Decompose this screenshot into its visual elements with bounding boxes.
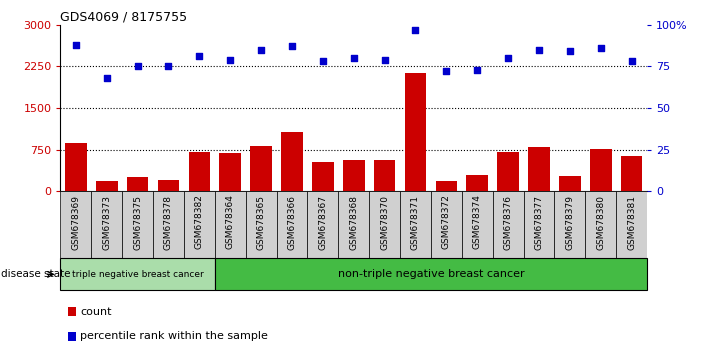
Bar [65,143,87,191]
Text: GSM678380: GSM678380 [597,195,605,250]
Bar [215,191,246,258]
Bar [91,191,122,258]
Bar [312,162,333,191]
Point [225,57,236,63]
Text: GSM678376: GSM678376 [503,195,513,250]
Bar [60,258,215,290]
Bar [461,191,493,258]
Bar [621,156,642,191]
Bar [374,160,395,191]
Bar [215,258,647,290]
Bar [497,152,519,191]
Point [503,55,514,61]
Text: GSM678364: GSM678364 [225,195,235,250]
Bar [184,191,215,258]
Bar [343,160,365,191]
Bar [616,191,647,258]
Text: GSM678371: GSM678371 [411,195,420,250]
Point [317,58,328,64]
Bar [555,191,585,258]
Text: GSM678366: GSM678366 [287,195,296,250]
Bar [188,152,210,191]
Text: GSM678370: GSM678370 [380,195,389,250]
Point [163,63,174,69]
Text: GSM678373: GSM678373 [102,195,111,250]
Point [379,57,390,63]
Bar [585,191,616,258]
Bar [369,191,400,258]
Bar [523,191,555,258]
Bar [220,153,241,191]
Text: count: count [80,307,112,316]
Bar [153,191,184,258]
Point [132,63,144,69]
Bar [281,132,303,191]
Text: GSM678375: GSM678375 [133,195,142,250]
Text: GSM678379: GSM678379 [565,195,574,250]
Point [101,75,112,81]
Bar [338,191,369,258]
Text: GSM678365: GSM678365 [257,195,266,250]
Text: GSM678381: GSM678381 [627,195,636,250]
Bar [277,191,307,258]
Text: GSM678377: GSM678377 [535,195,543,250]
Point [564,48,575,54]
Text: GSM678378: GSM678378 [164,195,173,250]
Point [348,55,360,61]
Point [410,27,421,33]
Text: GDS4069 / 8175755: GDS4069 / 8175755 [60,11,188,24]
Text: GSM678374: GSM678374 [473,195,482,250]
Bar [528,147,550,191]
Bar [96,181,117,191]
Bar [431,191,461,258]
Bar [400,191,431,258]
Bar [436,181,457,191]
Point [70,42,82,47]
Text: GSM678382: GSM678382 [195,195,204,250]
Bar [590,149,611,191]
Bar [246,191,277,258]
Point [533,47,545,52]
Text: triple negative breast cancer: triple negative breast cancer [72,270,203,279]
Point [287,44,298,49]
Text: GSM678372: GSM678372 [442,195,451,250]
Bar [559,176,581,191]
Bar [405,73,427,191]
Point [595,45,606,51]
Point [471,67,483,73]
Bar [250,146,272,191]
Text: GSM678367: GSM678367 [319,195,327,250]
Bar [466,175,488,191]
Text: GSM678368: GSM678368 [349,195,358,250]
Bar [493,191,523,258]
Bar [158,179,179,191]
Text: disease state: disease state [1,269,70,279]
Text: GSM678369: GSM678369 [71,195,80,250]
Bar [127,177,149,191]
Bar [122,191,153,258]
Point [626,58,637,64]
Point [193,53,205,59]
Bar [307,191,338,258]
Point [255,47,267,52]
Bar [60,191,91,258]
Point [441,69,452,74]
Text: percentile rank within the sample: percentile rank within the sample [80,331,268,341]
Text: non-triple negative breast cancer: non-triple negative breast cancer [338,269,524,279]
